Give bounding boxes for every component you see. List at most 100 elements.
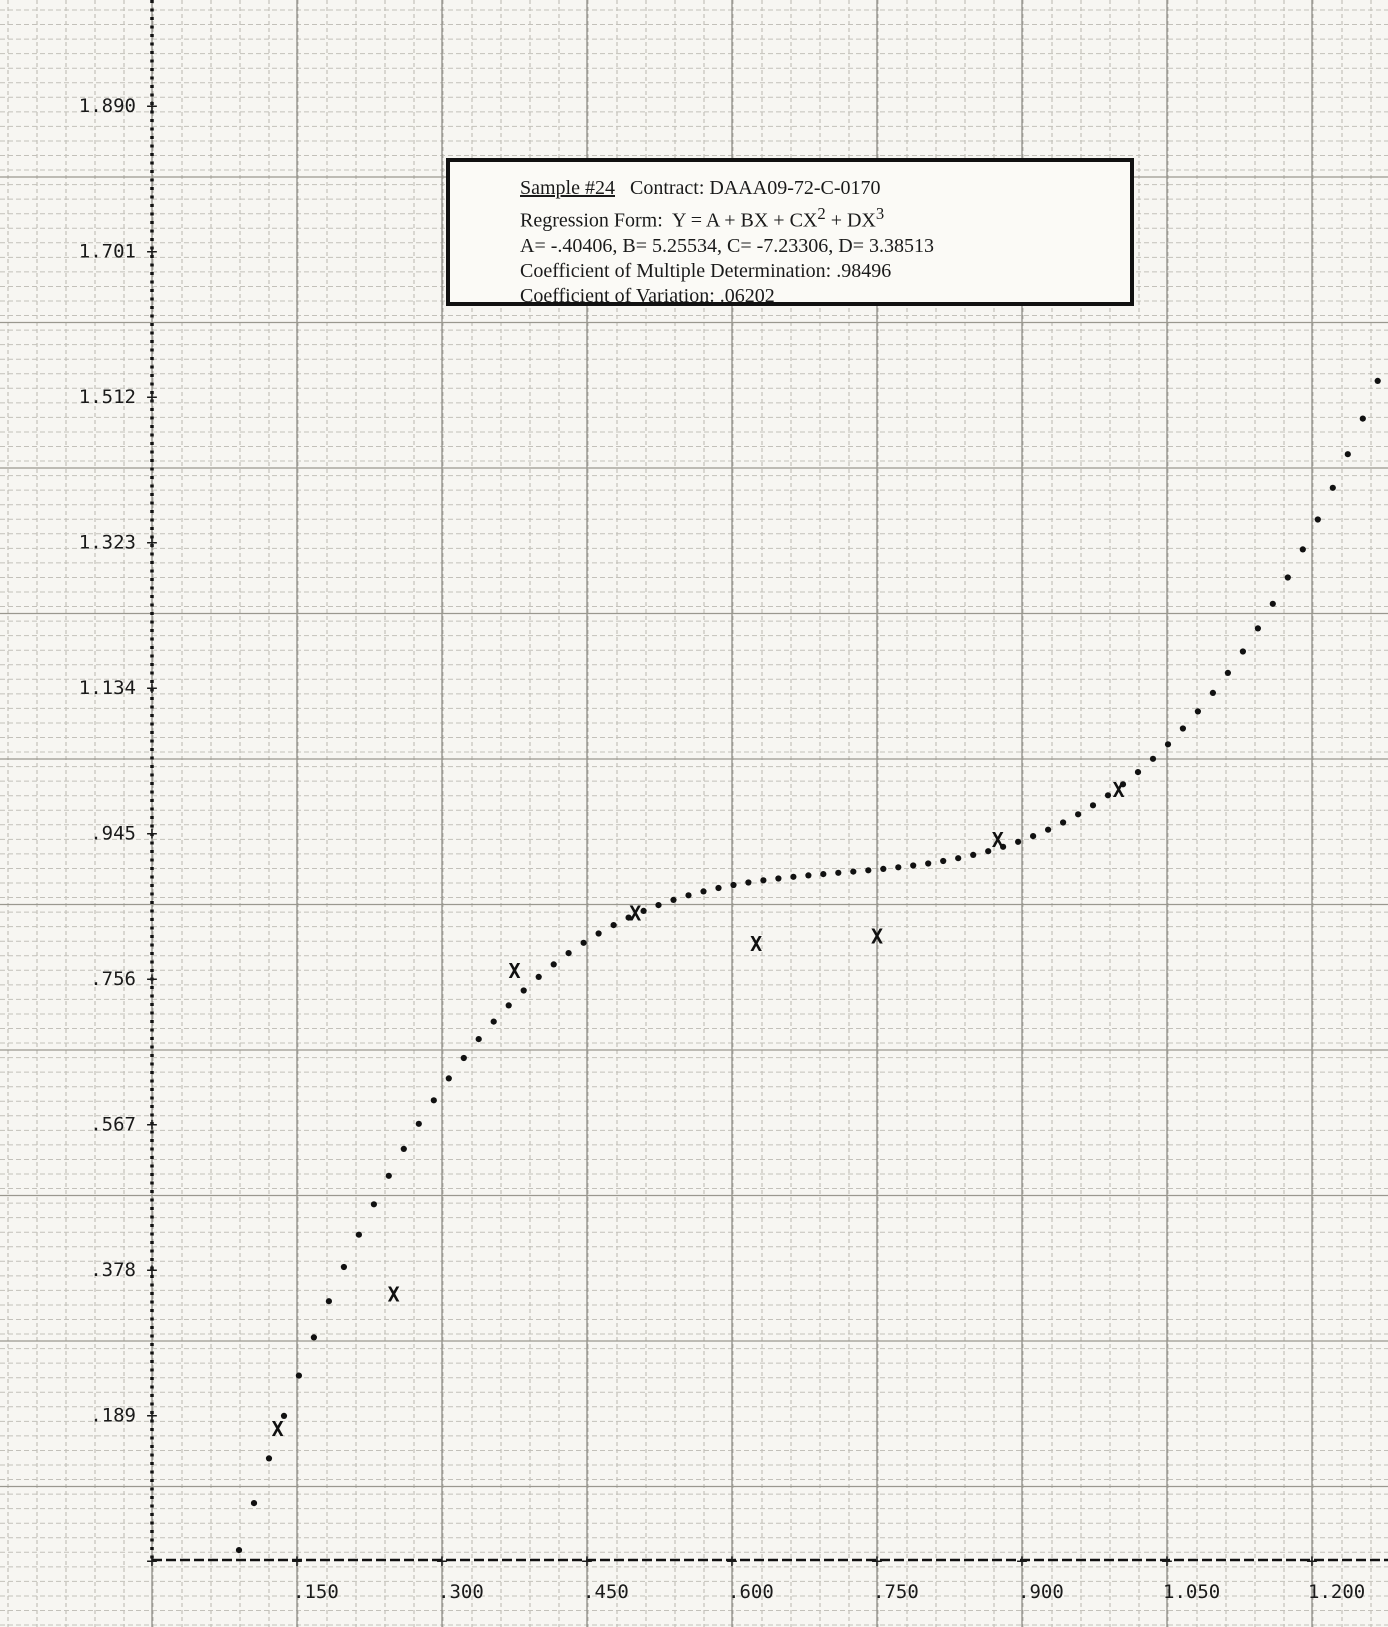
curve-dot <box>775 875 782 882</box>
curve-dot <box>835 869 842 876</box>
curve-dot <box>940 857 947 865</box>
curve-dot <box>385 1172 392 1179</box>
data-point-x: X <box>629 901 641 925</box>
y-tick-mark: + <box>146 968 157 990</box>
origin-marker: + <box>146 1550 157 1572</box>
curve-dot <box>505 1002 512 1009</box>
curve-dot <box>565 950 572 957</box>
curve-dot <box>1134 769 1142 776</box>
x-tick-label: .600 <box>728 1581 774 1603</box>
curve-dot <box>850 868 857 875</box>
curve-dot <box>640 907 647 915</box>
x-tick-label: .150 <box>293 1581 339 1603</box>
curve-dot <box>655 902 662 909</box>
y-axis-ticks: + + .189 + .378 + .567 + .756 + .945 +1.134 +1.323 +1… <box>79 95 158 1572</box>
curve-dot <box>745 879 752 886</box>
curve-dot <box>925 860 932 867</box>
fitted-curve <box>235 377 1381 1554</box>
curve-dot <box>910 862 917 869</box>
curve-dot <box>790 873 797 880</box>
curve-dot <box>1374 377 1381 384</box>
y-tick-label: 1.890 <box>79 95 136 117</box>
curve-dot <box>1030 833 1037 840</box>
curve-dot <box>535 973 542 981</box>
data-point-x: X <box>871 924 883 948</box>
curve-dot <box>700 888 707 895</box>
curve-dot <box>970 851 977 859</box>
curve-dot <box>445 1075 452 1082</box>
regression-info-box: Sample #24 Contract: DAAA09-72-C-0170 Re… <box>446 158 1134 307</box>
curve-dot <box>1359 415 1366 422</box>
curve-dot <box>475 1036 482 1043</box>
curve-dot <box>895 864 902 871</box>
data-point-x: X <box>750 932 762 956</box>
x-tick-label: .750 <box>873 1581 919 1603</box>
curve-dot <box>595 930 602 937</box>
curve-dot <box>1269 600 1276 607</box>
curve-dot <box>265 1455 273 1462</box>
y-tick-label: 1.323 <box>79 532 136 554</box>
y-tick-mark: + <box>146 241 157 263</box>
curve-dot <box>490 1018 497 1025</box>
x-tick-label: 1.050 <box>1163 1581 1220 1603</box>
y-tick-label: .378 <box>90 1259 136 1281</box>
curve-dot <box>310 1334 317 1341</box>
y-tick-mark: + <box>146 677 157 699</box>
curve-dot <box>1299 546 1306 553</box>
curve-dot <box>1329 484 1336 491</box>
info-line-1: Sample #24 Contract: DAAA09-72-C-0170 <box>520 176 1130 201</box>
curve-dot <box>730 881 737 889</box>
y-tick-label: 1.512 <box>79 386 136 408</box>
data-point-x: X <box>388 1282 400 1306</box>
regression-form-mid: + DX <box>825 209 876 232</box>
curve-dot <box>865 867 872 874</box>
x-tick-mark: + <box>436 1550 447 1572</box>
curve-dot <box>520 987 527 994</box>
exponent-2: 2 <box>817 204 826 223</box>
y-tick-mark: + <box>146 386 157 408</box>
curve-dot <box>1000 843 1007 850</box>
y-tick-label: .567 <box>90 1114 136 1136</box>
observed-points: X X X X X X X X <box>272 778 1125 1441</box>
curve-dot <box>1015 838 1022 845</box>
x-axis-ticks: + .150 + .300 + .450 + .600 + .750 + .900 +1.050 +1.2… <box>291 1550 1365 1603</box>
curve-dot <box>1060 819 1067 826</box>
determination-line: Coefficient of Multiple Determination: .… <box>520 259 892 282</box>
contract-label: Contract: DAAA09-72-C-0170 <box>630 177 881 199</box>
x-tick-label: .900 <box>1018 1581 1064 1603</box>
y-tick-label: 1.134 <box>79 677 136 699</box>
curve-dot <box>1164 741 1172 748</box>
curve-dot <box>1179 725 1186 732</box>
x-tick-mark: + <box>1306 1550 1317 1572</box>
curve-dot <box>880 865 887 873</box>
curve-dot <box>325 1298 332 1305</box>
curve-dot <box>1194 708 1201 715</box>
curve-dot <box>685 892 692 899</box>
curve-dot <box>715 884 722 892</box>
curve-dot <box>1284 574 1291 581</box>
curve-dot <box>1075 811 1082 818</box>
curve-dot <box>250 1500 258 1507</box>
x-tick-mark: + <box>726 1550 737 1572</box>
curve-dot <box>1104 792 1112 799</box>
data-point-x: X <box>508 959 520 983</box>
x-tick-label: 1.200 <box>1308 1581 1365 1603</box>
curve-dot <box>1089 802 1097 809</box>
x-tick-label: .450 <box>583 1581 629 1603</box>
curve-dot <box>280 1412 288 1419</box>
curve-dot <box>670 896 677 904</box>
curve-dot <box>610 922 617 929</box>
curve-dot <box>370 1201 377 1208</box>
y-tick-mark: + <box>146 1405 157 1427</box>
curve-dot <box>1045 826 1052 833</box>
y-tick-label: 1.701 <box>79 241 136 263</box>
curve-dot <box>355 1231 362 1238</box>
x-tick-mark: + <box>291 1550 302 1572</box>
x-tick-mark: + <box>581 1550 592 1572</box>
curve-dot <box>1254 625 1261 632</box>
sample-label: Sample #24 <box>520 177 615 199</box>
curve-dot <box>1149 755 1157 762</box>
regression-form-prefix: Regression Form: Y = A + BX + CX <box>520 209 818 232</box>
regression-form: Regression Form: Y = A + BX + CX2 + DX3 <box>520 201 1130 234</box>
